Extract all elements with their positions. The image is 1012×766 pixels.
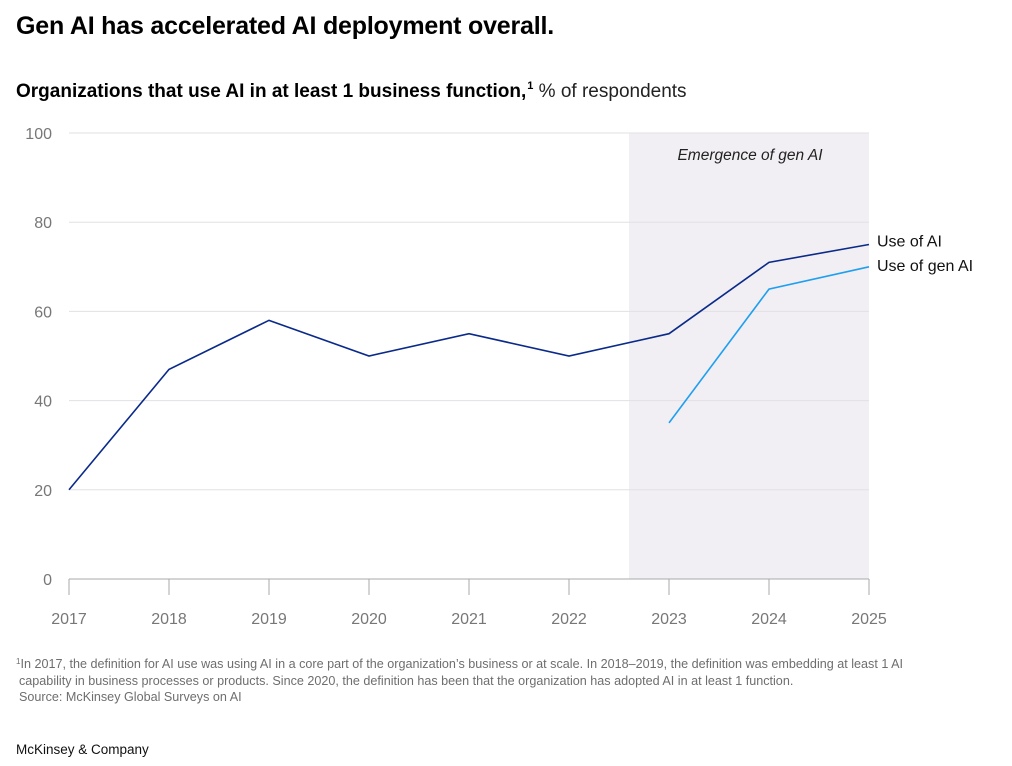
footnote-text-1: In 2017, the definition for AI use was u… [20,657,904,671]
x-tick-label-2024: 2024 [751,611,787,628]
x-tick-label-2018: 2018 [151,611,187,628]
line-chart: 0 20 40 60 80 100 2017 2018 2019 2020 2021 2022 2023… [25,126,973,628]
chart-title: Gen AI has accelerated AI deployment ove… [16,12,554,40]
y-tick-label-40: 40 [34,394,52,411]
y-tick-label-100: 100 [25,126,52,143]
gen-ai-emergence-label: Emergence of gen AI [677,147,823,164]
y-tick-label-60: 60 [34,304,52,321]
footnote-marker: 1 [527,80,534,92]
subtitle-unit: % of respondents [533,81,687,102]
x-tick-label-2017: 2017 [51,611,87,628]
footnote-mark: 1 [16,657,21,666]
footnote-line-1: 1In 2017, the definition for AI use was … [16,654,1006,673]
source-note: Source: McKinsey Global Surveys on AI [19,690,242,704]
y-tick-label-0: 0 [43,572,52,589]
x-tick-label-2019: 2019 [251,611,287,628]
x-tick-label-2020: 2020 [351,611,387,628]
chart-subtitle: Organizations that use AI in at least 1 … [16,80,687,103]
footnote: 1In 2017, the definition for AI use was … [16,654,1006,706]
x-tick-label-2025: 2025 [851,611,887,628]
brand-logo-text: McKinsey & Company [16,742,149,757]
footnote-line-2: capability in business processes or prod… [19,673,794,688]
x-tick-label-2021: 2021 [451,611,487,628]
gen-ai-emergence-region [629,133,869,579]
x-tick-label-2022: 2022 [551,611,587,628]
subtitle-text: Organizations that use AI in at least 1 … [16,81,527,102]
series-label-use-of-gen-ai: Use of gen AI [877,258,973,275]
y-tick-label-80: 80 [34,215,52,232]
y-tick-label-20: 20 [34,483,52,500]
series-label-use-of-ai: Use of AI [877,234,942,251]
x-tick-label-2023: 2023 [651,611,687,628]
